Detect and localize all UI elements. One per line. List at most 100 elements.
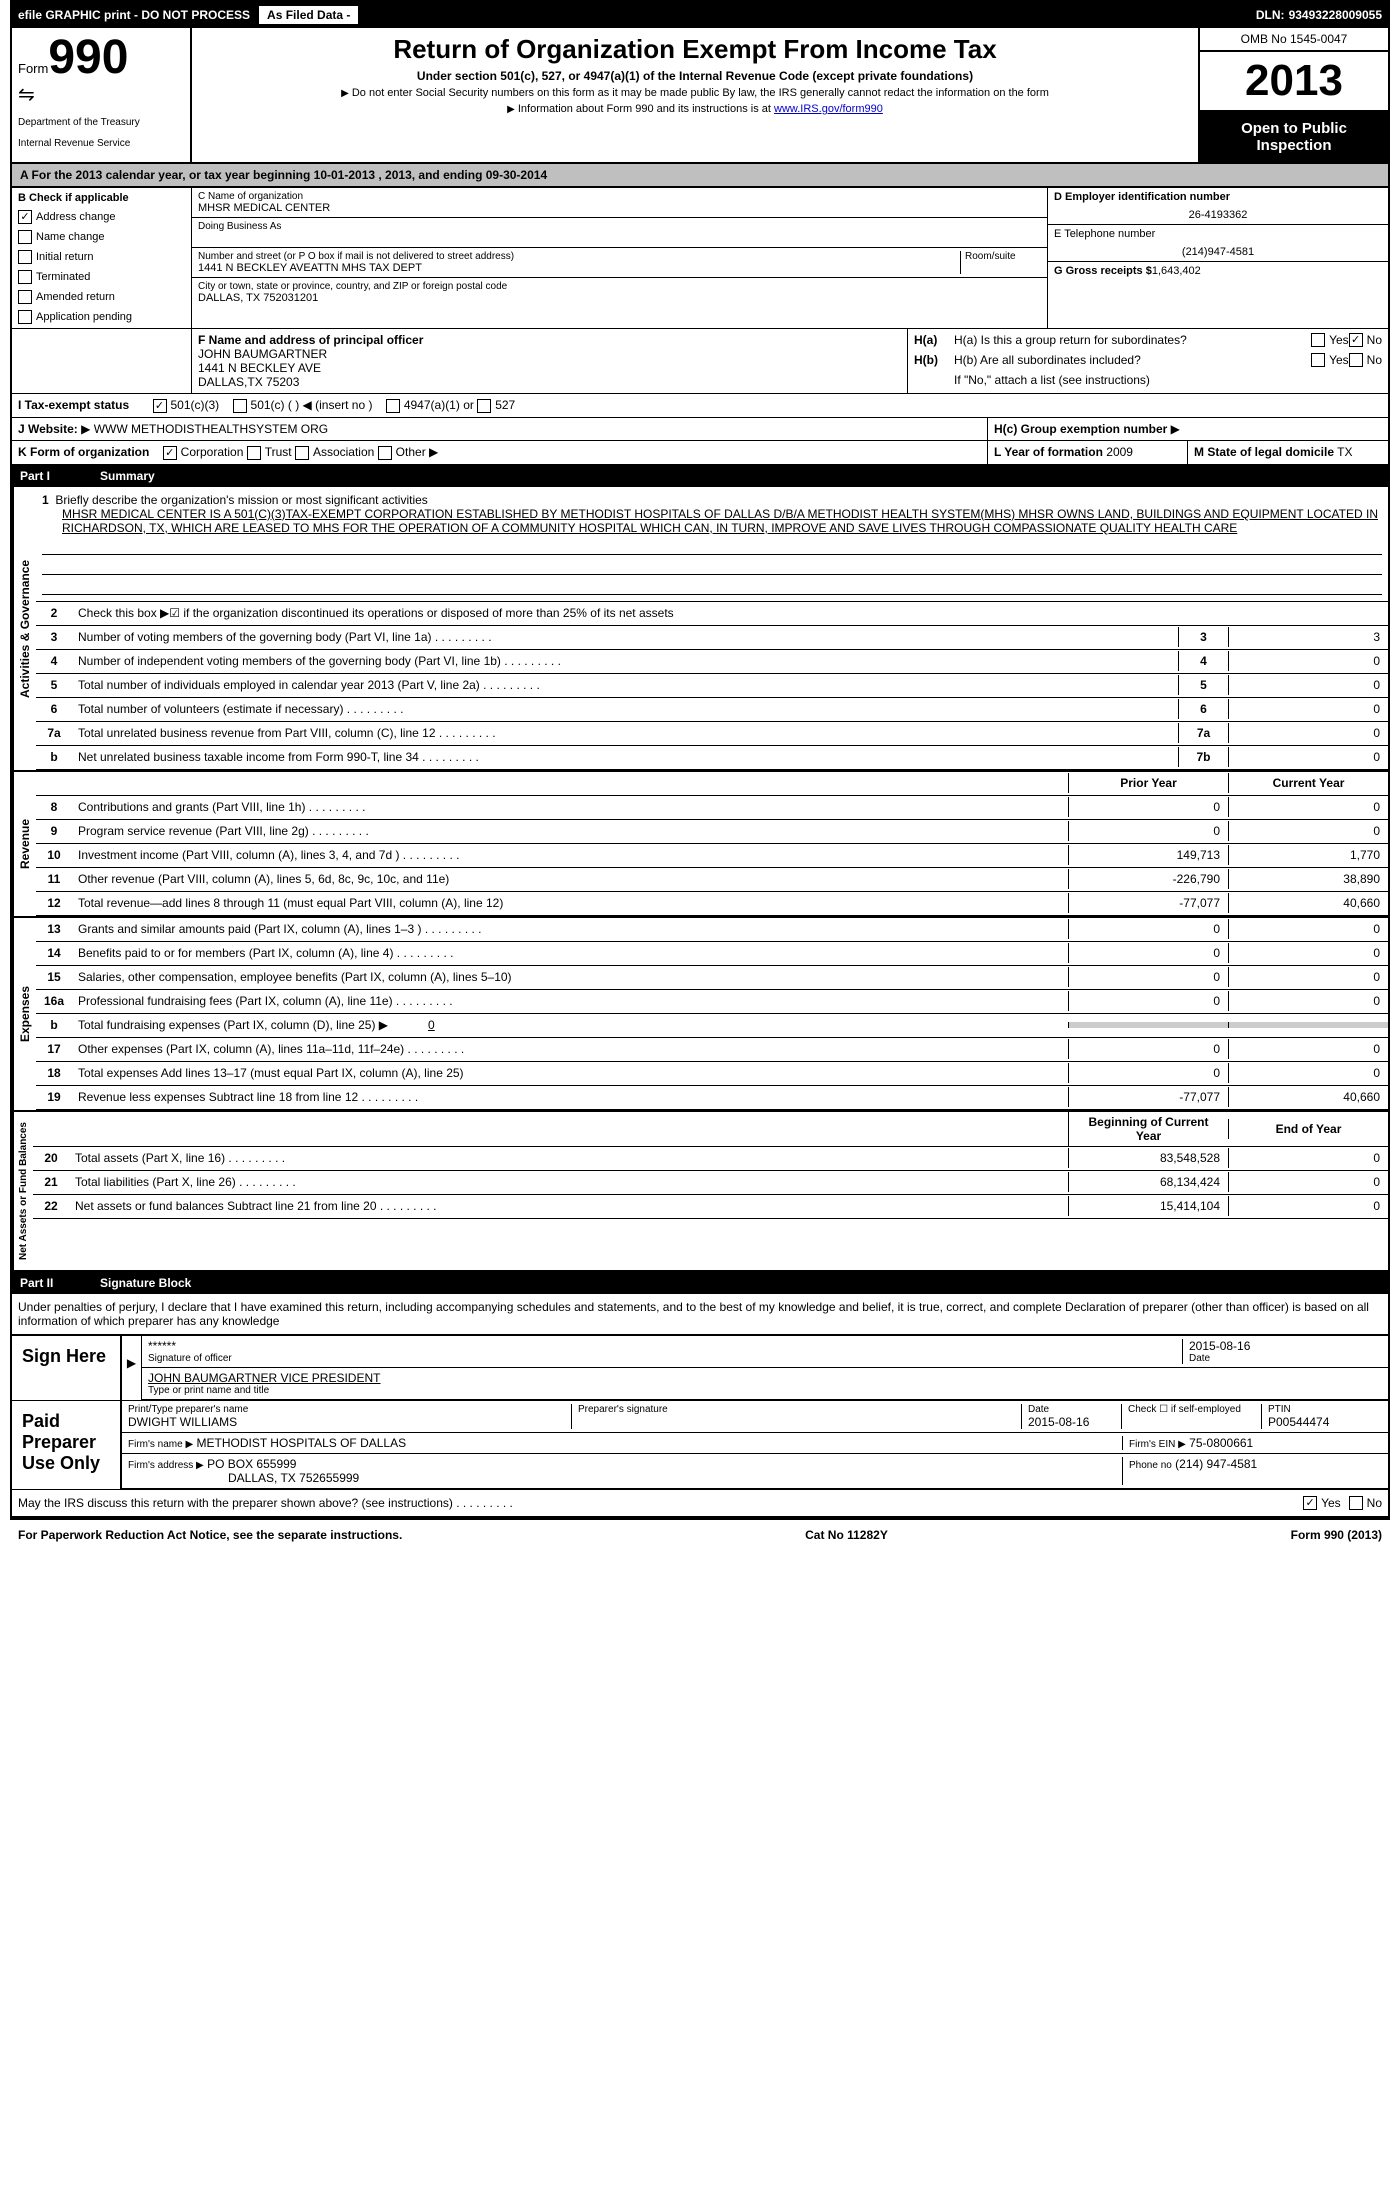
chk-4947[interactable] xyxy=(386,399,400,413)
initial: Initial return xyxy=(36,251,93,263)
form-ref: Form 990 (2013) xyxy=(1291,1528,1382,1542)
vert-gov: Activities & Governance xyxy=(12,487,36,770)
addr-label: Number and street (or P O box if mail is… xyxy=(198,251,956,262)
chk-addr[interactable]: ✓ xyxy=(18,210,32,224)
penalty-text: Under penalties of perjury, I declare th… xyxy=(12,1294,1388,1336)
v3: 3 xyxy=(1228,627,1388,647)
ha-yes[interactable] xyxy=(1311,333,1325,347)
l6: Total number of volunteers (estimate if … xyxy=(72,699,1178,719)
v7b: 0 xyxy=(1228,747,1388,767)
dept2: Internal Revenue Service xyxy=(18,138,184,149)
date-label: Date xyxy=(1189,1353,1382,1364)
org-info-row: B Check if applicable ✓Address change Na… xyxy=(12,188,1388,329)
l7b: Net unrelated business taxable income fr… xyxy=(72,747,1178,767)
paid-prep-row: Paid Preparer Use Only Print/Type prepar… xyxy=(12,1401,1388,1490)
col-c: C Name of organizationMHSR MEDICAL CENTE… xyxy=(192,188,1048,328)
prep-sig-label: Preparer's signature xyxy=(578,1404,1015,1415)
chk-527[interactable] xyxy=(477,399,491,413)
discuss-row: May the IRS discuss this return with the… xyxy=(12,1490,1388,1518)
begin-hdr: Beginning of Current Year xyxy=(1068,1112,1228,1146)
l21: Total liabilities (Part X, line 26) xyxy=(69,1172,1068,1192)
l17: Other expenses (Part IX, column (A), lin… xyxy=(72,1039,1068,1059)
netassets-section: Net Assets or Fund Balances Beginning of… xyxy=(12,1112,1388,1272)
paid-prep: Paid Preparer Use Only xyxy=(12,1401,122,1489)
l10: Investment income (Part VIII, column (A)… xyxy=(72,845,1068,865)
l19: Revenue less expenses Subtract line 18 f… xyxy=(72,1087,1068,1107)
hb-label: H(b) Are all subordinates included? xyxy=(954,353,1311,367)
firm-name-label: Firm's name ▶ xyxy=(128,1439,193,1450)
vert-net: Net Assets or Fund Balances xyxy=(12,1112,33,1270)
dln-label: DLN: xyxy=(1256,8,1285,22)
m-val: TX xyxy=(1337,445,1352,459)
hb-no[interactable] xyxy=(1349,353,1363,367)
l5: Total number of individuals employed in … xyxy=(72,675,1178,695)
website-row: J Website: ▶ WWW METHODISTHEALTHSYSTEM O… xyxy=(12,418,1388,441)
l11: Other revenue (Part VIII, column (A), li… xyxy=(72,869,1068,889)
ha-label: H(a) Is this a group return for subordin… xyxy=(954,333,1311,347)
status-row: I Tax-exempt status ✓501(c)(3) 501(c) ( … xyxy=(12,394,1388,418)
firm-ein: 75-0800661 xyxy=(1189,1436,1253,1450)
sig-date: 2015-08-16 xyxy=(1189,1339,1382,1353)
irs-link[interactable]: www.IRS.gov/form990 xyxy=(774,103,883,115)
chk-corp[interactable]: ✓ xyxy=(163,446,177,460)
v6: 0 xyxy=(1228,699,1388,719)
hb-yes[interactable] xyxy=(1311,353,1325,367)
ptin-label: PTIN xyxy=(1268,1404,1382,1415)
form-num: 990 xyxy=(48,31,128,84)
l-label: L Year of formation xyxy=(994,445,1103,459)
l3: Number of voting members of the governin… xyxy=(72,627,1178,647)
chk-name[interactable] xyxy=(18,230,32,244)
firm-ein-label: Firm's EIN ▶ xyxy=(1129,1439,1186,1450)
l1: Briefly describe the organization's miss… xyxy=(55,493,427,507)
name-change: Name change xyxy=(36,231,105,243)
chk-app[interactable] xyxy=(18,310,32,324)
firm-addr: PO BOX 655999 xyxy=(207,1457,296,1471)
chk-initial[interactable] xyxy=(18,250,32,264)
firm-addr-label: Firm's address ▶ xyxy=(128,1460,204,1471)
amended: Amended return xyxy=(36,291,115,303)
check-self: Check ☐ if self-employed xyxy=(1122,1404,1262,1429)
officer-name: JOHN BAUMGARTNER xyxy=(198,347,901,361)
officer-row: F Name and address of principal officer … xyxy=(12,329,1388,394)
chk-501c[interactable] xyxy=(233,399,247,413)
discuss-no[interactable] xyxy=(1349,1496,1363,1510)
gross: 1,643,402 xyxy=(1152,265,1201,277)
b-label: B Check if applicable xyxy=(18,192,185,204)
asfiled-box: As Filed Data - xyxy=(258,5,359,25)
chk-assoc[interactable] xyxy=(295,446,309,460)
org-name: MHSR MEDICAL CENTER xyxy=(198,202,1041,214)
l2: Check this box ▶☑ if the organization di… xyxy=(72,603,1388,623)
discuss-text: May the IRS discuss this return with the… xyxy=(18,1496,1303,1510)
chk-other[interactable] xyxy=(378,446,392,460)
expenses-section: Expenses 13Grants and similar amounts pa… xyxy=(12,918,1388,1112)
col-d: D Employer identification number26-41933… xyxy=(1048,188,1388,328)
chk-trust[interactable] xyxy=(247,446,261,460)
v4: 0 xyxy=(1228,651,1388,671)
chk-term[interactable] xyxy=(18,270,32,284)
l16b: Total fundraising expenses (Part IX, col… xyxy=(78,1018,388,1032)
k-label: K Form of organization xyxy=(18,445,149,459)
omb: OMB No 1545-0047 xyxy=(1200,28,1388,52)
form-org-row: K Form of organization ✓Corporation Trus… xyxy=(12,441,1388,465)
current-hdr: Current Year xyxy=(1228,773,1388,793)
officer-name-title: JOHN BAUMGARTNER VICE PRESIDENT xyxy=(148,1371,1382,1385)
sig-officer-label: Signature of officer xyxy=(148,1353,1182,1364)
hb-note: If "No," attach a list (see instructions… xyxy=(954,373,1382,387)
l18: Total expenses Add lines 13–17 (must equ… xyxy=(72,1063,1068,1083)
phone: (214)947-4581 xyxy=(1054,246,1382,258)
note2: Information about Form 990 and its instr… xyxy=(507,103,771,115)
dba-label: Doing Business As xyxy=(198,221,1041,232)
ha-no[interactable]: ✓ xyxy=(1349,333,1363,347)
l4: Number of independent voting members of … xyxy=(72,651,1178,671)
end-hdr: End of Year xyxy=(1228,1119,1388,1139)
l-val: 2009 xyxy=(1106,445,1133,459)
prep-phone: (214) 947-4581 xyxy=(1175,1457,1257,1471)
discuss-yes[interactable]: ✓ xyxy=(1303,1496,1317,1510)
note1: Do not enter Social Security numbers on … xyxy=(198,87,1192,99)
section-a: A For the 2013 calendar year, or tax yea… xyxy=(12,164,1388,188)
chk-amend[interactable] xyxy=(18,290,32,304)
room-label: Room/suite xyxy=(965,251,1041,262)
tax-year: 2013 xyxy=(1200,52,1388,112)
phone-label: Phone no xyxy=(1129,1460,1172,1471)
chk-501c3[interactable]: ✓ xyxy=(153,399,167,413)
